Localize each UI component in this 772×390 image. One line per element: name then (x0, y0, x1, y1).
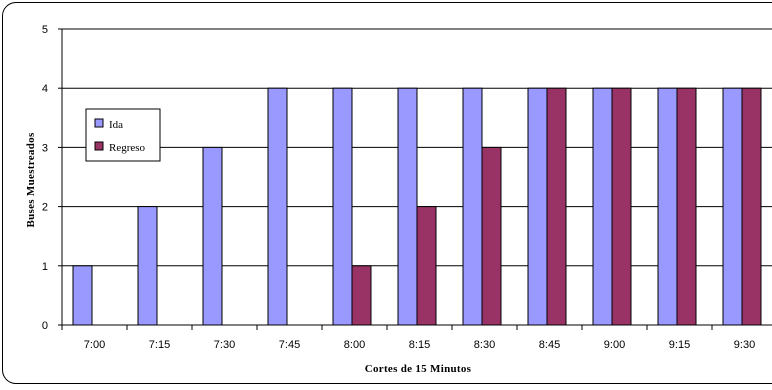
x-tick-label-7: 8:45 (539, 339, 560, 351)
x-tick-label-10: 9:30 (734, 339, 755, 351)
x-tick-label-5: 8:15 (409, 339, 430, 351)
legend-swatch-ida (94, 118, 104, 128)
bar-regreso-9:30 (741, 87, 762, 326)
legend: Ida Regreso (85, 108, 161, 162)
bar-regreso-8:00 (351, 265, 372, 326)
legend-swatch-regreso (94, 141, 104, 151)
x-axis-title: Cortes de 15 Minutos (365, 363, 472, 375)
bar-regreso-8:30 (481, 146, 502, 326)
x-axis-ticks: 7:00 7:15 7:30 7:45 8:00 8:15 8:30 8:45 9:00 9:15… (61, 325, 755, 351)
x-tick-label-3: 7:45 (279, 339, 300, 351)
y-tick-label-5: 5 (42, 24, 48, 36)
chart-frame (2, 2, 772, 384)
bar-regreso-8:15 (416, 206, 437, 326)
x-tick-label-1: 7:15 (149, 339, 170, 351)
bar-ida-7:30 (202, 146, 223, 326)
bar-ida-8:30 (462, 87, 483, 326)
x-tick-label-4: 8:00 (344, 339, 365, 351)
legend-label-regreso: Regreso (109, 142, 146, 154)
legend-box (85, 108, 161, 162)
bar-ida-8:00 (332, 87, 353, 326)
bar-regreso-9:15 (676, 87, 697, 326)
x-tick-label-9: 9:15 (669, 339, 690, 351)
legend-label-ida: Ida (109, 119, 123, 131)
y-tick-label-0: 0 (42, 320, 48, 332)
y-tick-label-3: 3 (42, 142, 48, 154)
bar-ida-9:15 (657, 87, 678, 326)
bar-ida-7:00 (72, 265, 93, 326)
bar-ida-7:45 (267, 87, 288, 326)
y-tick-label-4: 4 (42, 83, 48, 95)
bar-ida-9:00 (592, 87, 613, 326)
y-axis-title: Buses Muestreados (25, 132, 37, 227)
bar-ida-8:45 (527, 87, 548, 326)
x-tick-label-2: 7:30 (214, 339, 235, 351)
y-tick-label-2: 2 (42, 202, 48, 214)
bars (72, 87, 762, 326)
bar-ida-7:15 (137, 206, 158, 326)
x-tick-label-8: 9:00 (604, 339, 625, 351)
bar-regreso-9:00 (611, 87, 632, 326)
bar-ida-9:30 (722, 87, 743, 326)
x-tick-label-6: 8:30 (474, 339, 495, 351)
x-tick-label-0: 7:00 (84, 339, 105, 351)
y-axis-ticks: 0 1 2 3 4 5 (42, 24, 62, 332)
bar-regreso-8:45 (546, 87, 567, 326)
bar-ida-8:15 (397, 87, 418, 326)
y-tick-label-1: 1 (42, 261, 48, 273)
